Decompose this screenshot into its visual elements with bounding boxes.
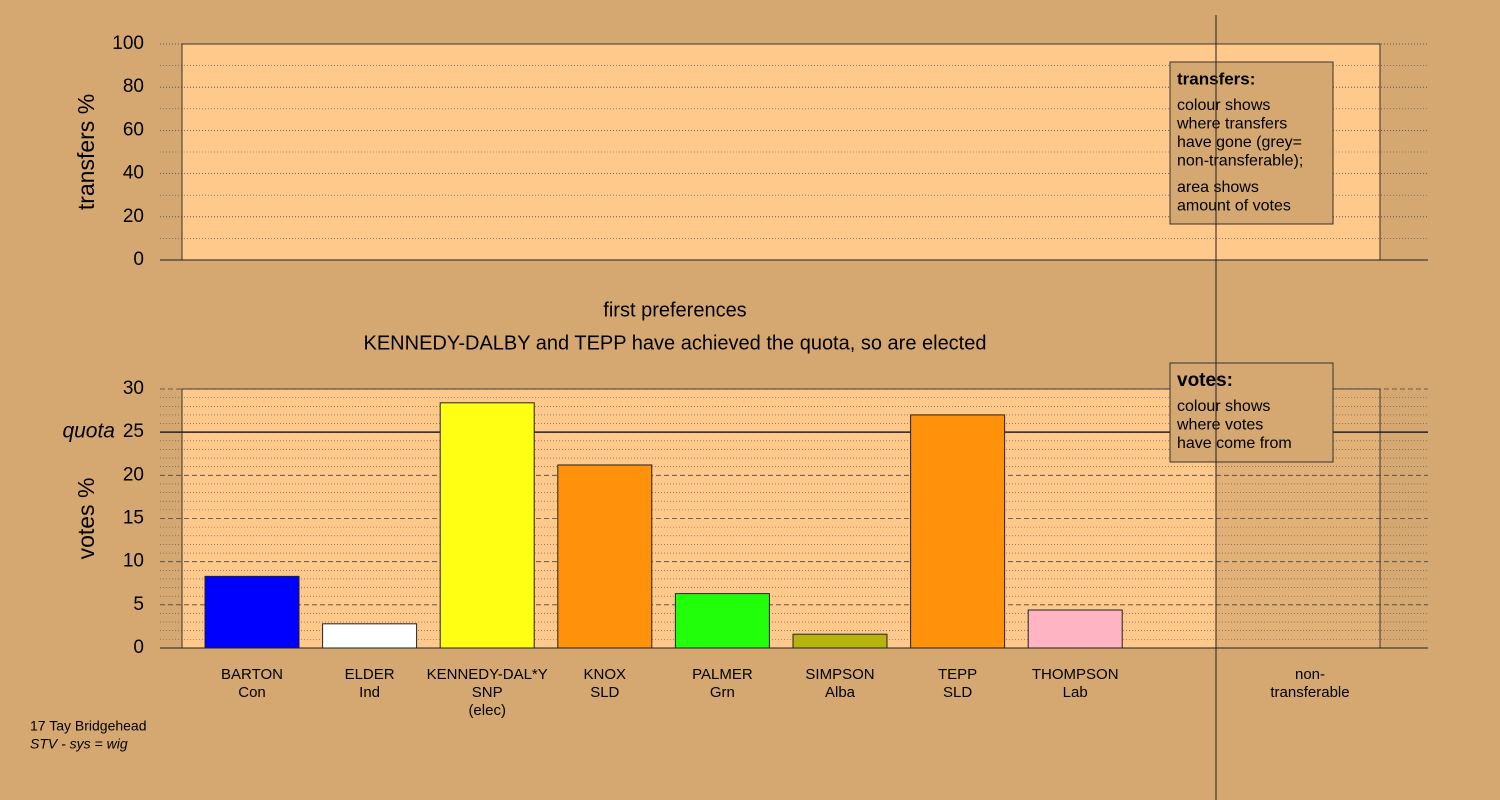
y-tick-label: 60 — [123, 119, 144, 140]
bar — [557, 464, 653, 649]
legend-text: non-transferable); — [1177, 153, 1303, 170]
y-tick-label: 30 — [123, 378, 144, 399]
y-axis-label: votes % — [73, 478, 99, 560]
x-tick-label: SNP — [472, 684, 503, 701]
x-tick-label: SIMPSON — [805, 666, 874, 683]
bar — [1027, 609, 1123, 649]
x-tick-label: KNOX — [584, 666, 627, 683]
y-tick-label: 20 — [123, 206, 144, 227]
title: first preferences — [603, 299, 746, 321]
x-tick-label: non- — [1295, 666, 1325, 683]
x-tick-label: SLD — [943, 684, 972, 701]
x-tick-label: Alba — [825, 684, 856, 701]
legend — [1169, 362, 1334, 463]
legend-text: amount of votes — [1177, 198, 1291, 215]
y-tick-label: 80 — [123, 76, 144, 97]
legend — [1169, 61, 1334, 225]
x-tick-label: (elec) — [468, 702, 506, 719]
legend-text: have come from — [1177, 435, 1292, 452]
legend-text: colour shows — [1177, 97, 1270, 114]
y-axis-label: transfers % — [73, 94, 99, 210]
x-tick-label: ELDER — [345, 666, 395, 683]
bar — [910, 414, 1006, 649]
y-tick-label: 25 — [123, 421, 144, 442]
bar — [322, 623, 418, 649]
y-tick-label: 40 — [123, 163, 144, 184]
legend-text: area shows — [1177, 179, 1259, 196]
x-tick-label: PALMER — [692, 666, 753, 683]
legend-text: where transfers — [1176, 116, 1287, 133]
legend-text: where votes — [1176, 417, 1263, 434]
x-tick-label: TEPP — [938, 666, 977, 683]
y-tick-label: 10 — [123, 551, 144, 572]
x-tick-label: Lab — [1063, 684, 1088, 701]
quota-label: quota — [62, 420, 115, 443]
subtitle: KENNEDY-DALBY and TEPP have achieved the… — [364, 332, 987, 354]
x-tick-label: THOMPSON — [1032, 666, 1119, 683]
footer: 17 Tay Bridgehead — [30, 718, 147, 734]
x-tick-label: transferable — [1270, 684, 1349, 701]
x-tick-label: KENNEDY-DAL*Y — [427, 666, 548, 683]
x-tick-label: Con — [238, 684, 266, 701]
x-tick-label: Ind — [359, 684, 380, 701]
y-tick-label: 100 — [112, 33, 144, 54]
x-tick-label: Grn — [710, 684, 735, 701]
x-tick-label: BARTON — [221, 666, 283, 683]
y-tick-label: 0 — [133, 637, 144, 658]
bar — [792, 633, 888, 649]
footer: STV - sys = wig — [30, 736, 128, 752]
y-tick-label: 5 — [133, 594, 144, 615]
x-tick-label: SLD — [590, 684, 619, 701]
y-tick-label: 20 — [123, 464, 144, 485]
y-tick-label: 0 — [133, 249, 144, 270]
y-tick-label: 15 — [123, 508, 144, 529]
bar — [439, 402, 535, 649]
legend-title: votes: — [1177, 370, 1233, 391]
legend-text: colour shows — [1177, 398, 1270, 415]
bar — [674, 593, 770, 649]
legend-text: have gone (grey= — [1177, 134, 1302, 151]
bar — [204, 575, 300, 649]
